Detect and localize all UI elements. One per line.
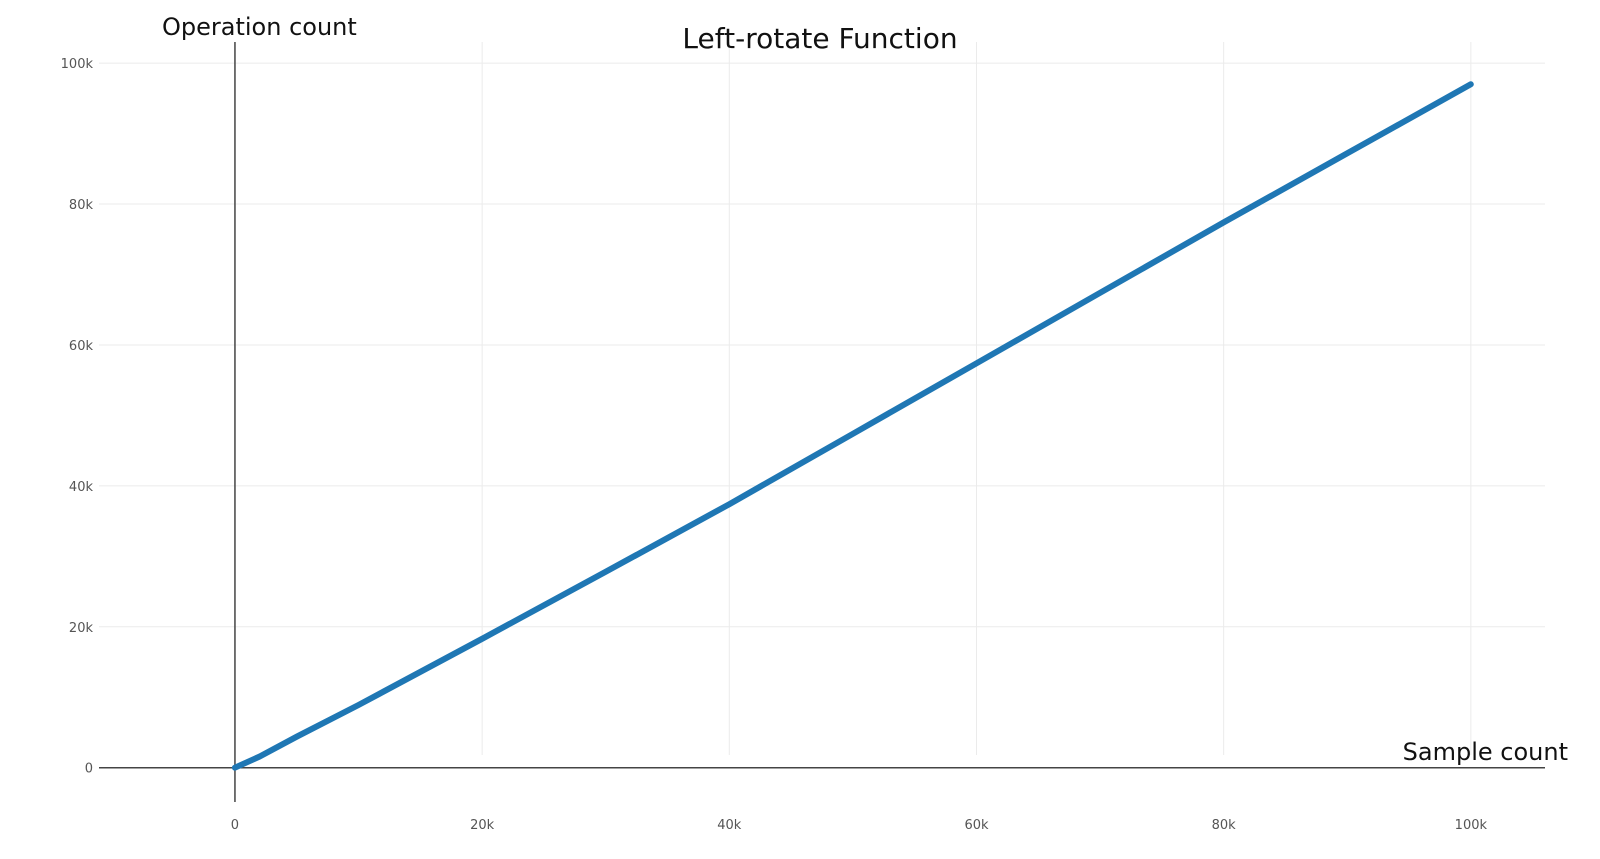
y-tick-label: 80k: [69, 198, 94, 213]
series-line: [231, 81, 1474, 771]
y-tick-label: 40k: [69, 480, 94, 495]
series-lines: [231, 81, 1474, 771]
x-tick-label: 20k: [470, 818, 495, 833]
x-tick-label: 40k: [717, 818, 742, 833]
grid-lines: [99, 42, 1545, 755]
y-tick-label: 0: [85, 762, 93, 777]
x-tick-label: 0: [231, 818, 239, 833]
x-tick-label: 60k: [964, 818, 989, 833]
x-tick-label: 100k: [1455, 818, 1488, 833]
x-tick-label: 80k: [1212, 818, 1237, 833]
axes: [99, 42, 1545, 802]
y-axis-title: Operation count: [162, 13, 357, 41]
y-tick-label: 60k: [69, 339, 94, 354]
y-tick-label: 20k: [69, 621, 94, 636]
tick-labels: 0 20k 40k 60k 80k 100k 0 20k 40k 60k 80k 100k: [61, 57, 1488, 833]
chart-title: Left-rotate Function: [682, 22, 957, 55]
x-axis-title: Sample count: [1403, 738, 1568, 766]
y-tick-label: 100k: [61, 57, 94, 72]
